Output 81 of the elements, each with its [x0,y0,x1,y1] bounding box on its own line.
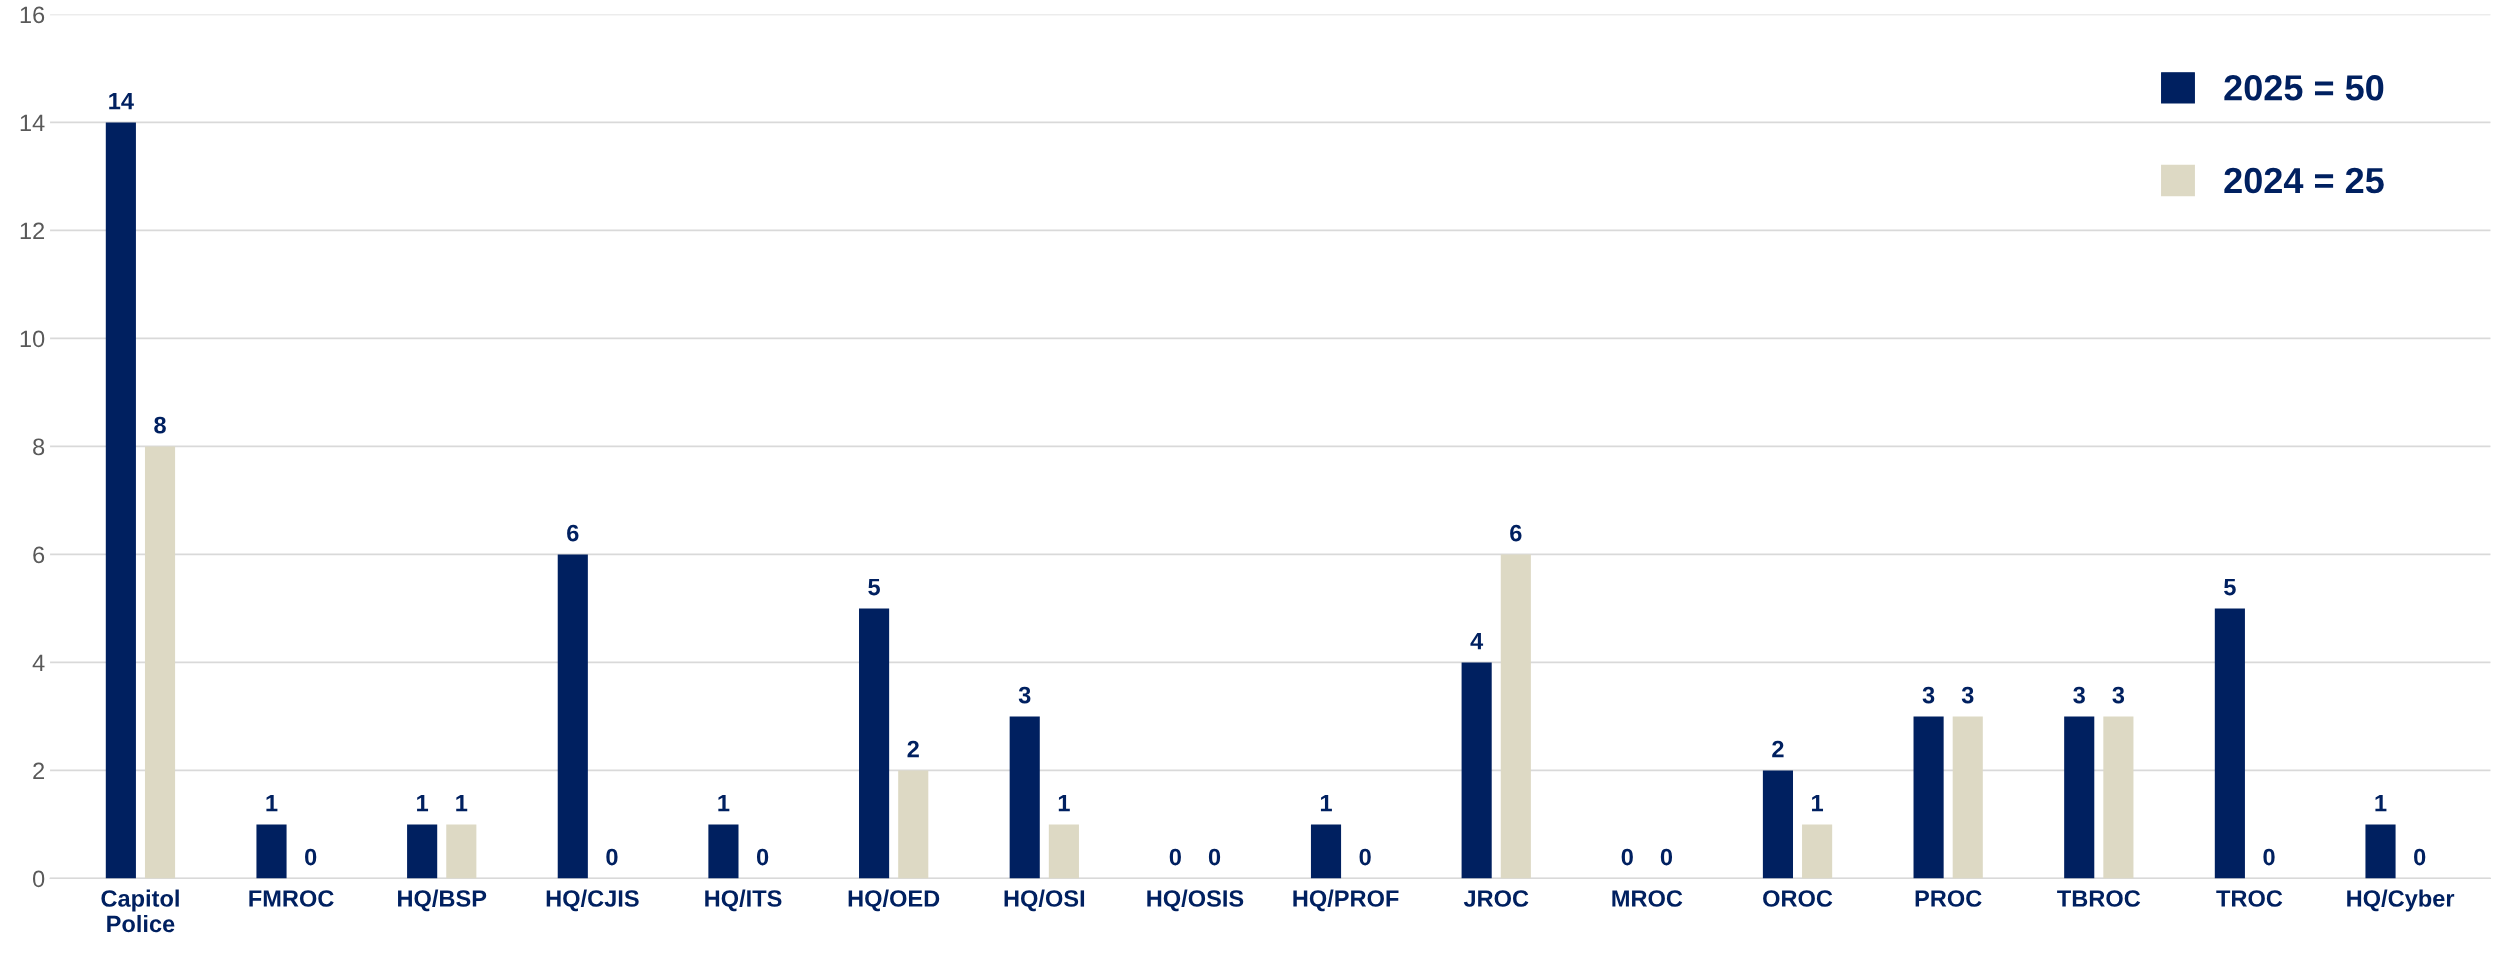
bar [708,824,739,879]
data-label: 4 [1470,632,1484,650]
data-label: 14 [109,92,134,110]
bar [1310,824,1342,879]
bar [256,824,287,879]
x-tick-label: PROC [1915,890,1982,907]
bar [1048,824,1079,879]
data-label: 1 [456,794,468,812]
y-tick-label: 2 [33,762,45,779]
y-tick-label: 4 [32,654,45,671]
bar [446,824,477,879]
x-tick-label: HQ/PROF [1293,889,1399,912]
y-tick-label: 10 [20,330,45,348]
x-tick-label: HQ/OSIS [1147,889,1244,912]
y-tick-label: 8 [33,438,45,456]
data-label: 0 [1660,848,1673,866]
x-tick-label: HQ/CJIS [546,889,639,912]
data-label: 1 [1812,794,1824,812]
y-tick-label: 0 [32,870,45,888]
data-label: 3 [1961,686,1974,704]
data-label: 0 [2414,848,2426,866]
y-tick-label: 12 [20,222,45,239]
y-tick-label: 16 [20,6,45,24]
data-label: 0 [1208,848,1221,866]
data-label: 8 [154,416,166,434]
bar [1500,554,1531,879]
data-label: 6 [567,524,579,542]
data-label: 0 [1621,848,1633,866]
bar [2214,608,2245,879]
x-tick-label: HQ/OED [848,889,940,912]
data-label: 3 [2073,686,2085,704]
bar [1461,662,1492,879]
legend-label: 2025 = 50 [2224,75,2384,101]
legend-label: 2024 = 25 [2224,167,2384,194]
data-label: 3 [1922,686,1935,704]
x-tick-label: OROC [1763,890,1833,907]
data-label: 3 [2112,686,2125,704]
x-tick-label: JROC [1463,890,1529,907]
x-tick-label: HQ/BSP [398,889,487,912]
bar [407,824,438,879]
x-tick-label: HQ/ITS [705,889,782,912]
data-label: 0 [2263,848,2275,866]
x-tick-label: TBROC [2057,890,2141,907]
bar [859,608,890,879]
data-label: 1 [1320,794,1332,812]
x-tick-label: TROC [2216,890,2283,907]
data-label: 1 [417,794,429,812]
data-label: 1 [266,794,278,812]
data-label: 0 [756,848,769,866]
data-label: 1 [1058,794,1070,812]
data-label: 5 [2224,578,2236,596]
data-label: 2 [1772,740,1784,758]
bar [105,122,136,879]
bar [1802,824,1833,879]
data-label: 1 [2375,794,2387,812]
data-label: 0 [1169,848,1181,866]
data-label: 5 [868,578,880,596]
bar [1762,770,1794,879]
bar [1009,716,1040,879]
bar [1913,716,1944,879]
x-tick-label: FMROC [249,890,334,907]
bar [557,554,588,879]
data-label: 3 [1018,686,1031,704]
x-tick-label: MROC [1612,890,1683,907]
x-tick-label: HQ/OSI [1004,889,1085,912]
x-tick-label: Capitol Police [101,889,179,933]
data-label: 0 [1359,848,1371,866]
data-label: 0 [606,848,618,866]
data-label: 1 [718,794,730,812]
data-label: 2 [907,740,919,758]
y-tick-label: 6 [33,546,45,564]
bar [2103,716,2134,879]
bar [898,770,929,879]
y-tick-label: 14 [20,114,45,131]
data-label: 0 [305,848,317,866]
data-label: 6 [1510,524,1522,542]
x-tick-label: HQ/Cyber [2347,889,2455,912]
bar [144,446,176,879]
bar [2064,716,2095,879]
bar [1952,716,1983,879]
bar [2365,824,2396,879]
